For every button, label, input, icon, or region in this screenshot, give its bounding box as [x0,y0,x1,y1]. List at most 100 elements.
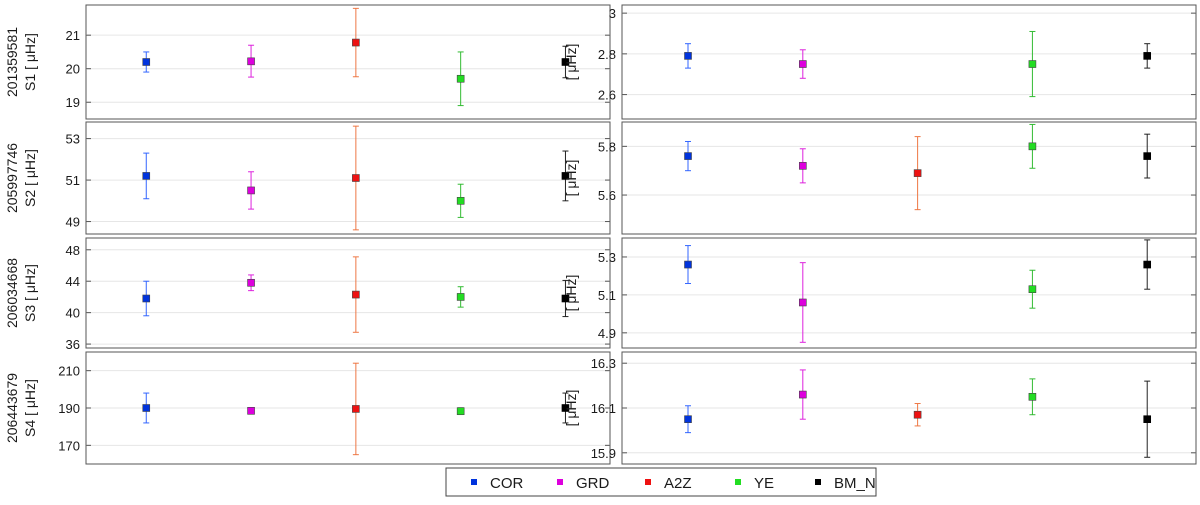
y-tick-label: 170 [58,438,80,453]
marker-cor [684,52,692,60]
row-1: 19 20 21 201359581 S1 [ μHz] 2.6 2.8 3 [ μHz] [4,4,1197,120]
marker-grd [799,162,807,170]
y-axis-label-series: S4 [22,420,38,437]
marker-cor [142,294,151,303]
panel-s2-right: 5.6 5.8 [ μHz] [563,121,1197,235]
marker-bm-n [1143,152,1152,160]
marker-grd [247,186,255,195]
marker-a2z [352,290,360,299]
y-axis-label: S3 [ μHz] [22,264,38,322]
y-tick-label: 40 [66,306,80,321]
panel-frame [621,121,1197,235]
y-axis-label: [ μHz] [563,390,579,427]
y-axis-label-unit: [ μHz] [22,149,38,186]
y-tick-label: 5.6 [598,188,616,203]
y-tick-label: 2.8 [598,47,616,62]
y-axis-label-unit: [ μHz] [22,264,38,301]
panel-s4-left: 170 190 210 206443679 S4 [ μHz] [4,351,611,465]
panel-frame [621,4,1197,120]
marker-bm-n [561,294,570,303]
star-id-label: 206034668 [4,258,20,328]
legend-label-a2z: A2Z [664,475,692,492]
panel-frame [85,237,611,349]
legend-label-grd: GRD [576,475,610,492]
marker-bm-n [561,404,570,412]
marker-grd [799,60,807,68]
legend-label-cor: COR [490,475,524,492]
y-axis-label-unit: [ μHz] [22,379,38,416]
y-tick-label: 19 [66,95,80,110]
marker-bm-n [1143,52,1152,60]
y-tick-label: 5.3 [598,250,616,265]
legend-marker-grd [557,479,563,485]
row-4: 170 190 210 206443679 S4 [ μHz] 15.9 16.1 16.3 [… [4,351,1197,465]
legend-marker-ye [735,479,741,485]
y-tick-label: 48 [66,243,80,258]
marker-a2z [352,174,360,182]
marker-grd [799,298,807,307]
marker-grd [247,406,255,415]
panel-s4-right: 15.9 16.1 16.3 [ μHz] [563,351,1197,465]
panel-s3-left: 36 40 44 48 206034668 S3 [ μHz] [4,237,611,352]
y-axis-label: S1 [ μHz] [22,33,38,91]
y-tick-label: 49 [66,215,80,230]
legend-box [445,467,877,497]
y-tick-label: 16.3 [591,356,616,371]
y-tick-label: 21 [66,28,80,43]
marker-grd [247,278,255,287]
marker-cor [684,415,692,424]
y-tick-label: 210 [58,364,80,379]
marker-ye [456,293,465,301]
y-tick-label: 5.8 [598,139,616,154]
marker-ye [1028,392,1037,401]
marker-grd [247,57,255,66]
y-tick-label: 4.9 [598,326,616,341]
panel-s3-right: 4.9 5.1 5.3 [ μHz] [563,237,1197,349]
legend: COR GRD A2Z YE BM_N [445,467,877,497]
star-id-label: 205997746 [4,143,20,213]
row-3: 36 40 44 48 206034668 S3 [ μHz] 4.9 5.1 5.3 [ μHz… [4,237,1197,352]
panel-s1-left: 19 20 21 201359581 S1 [ μHz] [4,4,611,120]
y-tick-label: 16.1 [591,401,616,416]
legend-marker-a2z [645,479,651,485]
y-axis-label: S2 [ μHz] [22,149,38,207]
star-id-label: 206443679 [4,373,20,443]
y-axis-label: [ μHz] [563,44,579,81]
marker-cor [684,152,692,160]
y-tick-label: 15.9 [591,446,616,461]
marker-a2z [352,405,360,413]
marker-a2z [913,410,922,419]
y-axis-label-unit: [ μHz] [22,33,38,70]
y-tick-label: 3 [609,6,616,21]
y-axis-label: [ μHz] [563,275,579,312]
y-tick-label: 2.6 [598,88,616,103]
legend-label-ye: YE [754,475,774,492]
legend-label-bm-n: BM_N [834,475,876,492]
y-axis-label-series: S3 [22,305,38,322]
legend-marker-cor [471,479,477,485]
marker-ye [1028,285,1037,294]
y-tick-label: 53 [66,132,80,147]
marker-ye [456,74,465,83]
marker-a2z [352,38,360,47]
marker-cor [142,172,151,180]
y-tick-label: 51 [66,173,80,188]
panel-frame [85,121,611,235]
marker-ye [1028,142,1037,151]
marker-bm-n [561,58,570,66]
y-tick-label: 44 [66,274,80,289]
panel-frame [621,237,1197,349]
panel-s1-right: 2.6 2.8 3 [ μHz] [563,4,1197,120]
marker-cor [142,58,151,66]
y-axis-label-series: S2 [22,190,38,207]
marker-bm-n [1143,415,1152,424]
marker-ye [1028,60,1037,68]
y-axis-label: [ μHz] [563,160,579,197]
y-axis-label-series: S1 [22,74,38,91]
marker-bm-n [561,172,570,180]
marker-a2z [913,169,922,177]
marker-cor [142,404,151,412]
panel-frame [85,4,611,120]
